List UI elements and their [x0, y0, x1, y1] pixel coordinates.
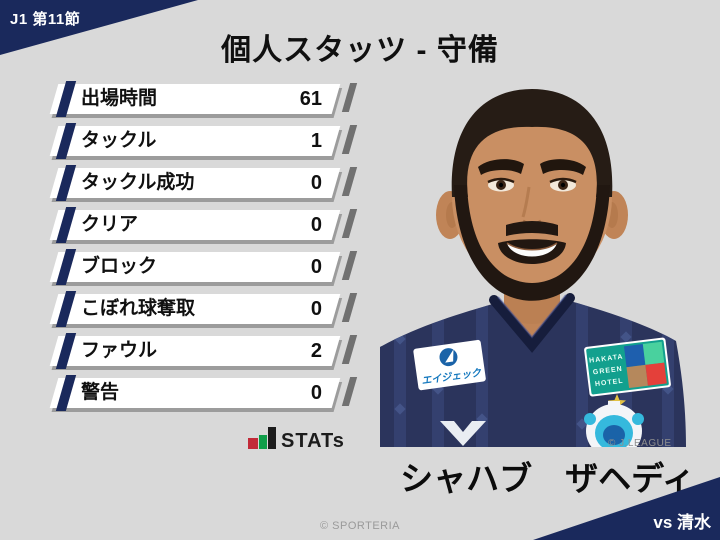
- stat-row-slash-mark: [341, 83, 358, 112]
- stat-value: 0: [310, 298, 322, 320]
- stat-value: 2: [310, 340, 322, 362]
- player-photo: エイジェック HAKATA GREEN HOTEL: [380, 89, 686, 447]
- opponent-label: vs 清水: [653, 513, 711, 532]
- sponsor-patch-right: HAKATA GREEN HOTEL: [584, 337, 671, 397]
- stat-row-loose-ball-recoveries: こぼれ球奪取 0: [49, 291, 358, 327]
- svg-text:HOTEL: HOTEL: [595, 378, 624, 388]
- stat-row-yellow-cards: 警告 0: [49, 375, 358, 411]
- stat-row-blocks: ブロック 0: [49, 249, 358, 285]
- jersey-v-mark: [440, 421, 486, 446]
- stats-logo-text: STATs: [281, 430, 345, 452]
- beard: [454, 185, 610, 301]
- green-bar-icon: [259, 435, 267, 449]
- stat-value: 0: [310, 172, 322, 194]
- stat-row-slash-mark: [341, 167, 358, 196]
- matchday-badge: J1 第11節: [10, 11, 81, 28]
- stat-label: 出場時間: [81, 88, 158, 109]
- stat-label: ファウル: [81, 340, 158, 361]
- eyebrow: [540, 159, 586, 175]
- collar: [489, 293, 575, 353]
- stat-row-slash-mark: [341, 209, 358, 238]
- mustache: [506, 221, 558, 236]
- sponsor-patch-left: エイジェック: [413, 339, 486, 391]
- nose: [521, 186, 531, 218]
- face: [452, 105, 612, 289]
- hair: [451, 89, 613, 197]
- stat-value: 0: [310, 256, 322, 278]
- stat-row-tackles: タックル 1: [49, 123, 358, 159]
- stat-row-slash-mark: [341, 251, 358, 280]
- photo-credit: © J.LEAGUE: [608, 438, 672, 449]
- stat-label: クリア: [81, 214, 139, 235]
- stat-value: 0: [310, 382, 322, 404]
- stat-label: ブロック: [81, 256, 158, 277]
- stat-label: こぼれ球奪取: [81, 298, 196, 319]
- stats-list: 出場時間 61 タックル 1 タックル成功 0 クリア 0 ブロック 0 こぼれ…: [49, 81, 358, 420]
- stat-label: 警告: [81, 382, 120, 403]
- stat-value: 61: [299, 88, 322, 110]
- black-bar-icon: [268, 427, 276, 449]
- stat-row-clearances: クリア 0: [49, 207, 358, 243]
- stat-row-slash-mark: [341, 125, 358, 154]
- site-credit: © SPORTERIA: [319, 520, 401, 532]
- stat-row-slash-mark: [341, 293, 358, 322]
- page-title: 個人スタッツ - 守備: [221, 34, 499, 67]
- eyebrow: [478, 159, 524, 175]
- svg-text:GREEN: GREEN: [593, 366, 624, 377]
- stat-row-slash-mark: [341, 335, 358, 364]
- stat-value: 0: [310, 214, 322, 236]
- stat-label: タックル: [81, 130, 157, 151]
- stats-logo-barchart-icon: [248, 427, 276, 449]
- stat-row-slash-mark: [341, 377, 358, 406]
- player-name: シャハブ ザヘディ: [400, 460, 695, 497]
- club-crest: [584, 401, 644, 447]
- red-bar-icon: [248, 438, 258, 449]
- svg-text:HAKATA: HAKATA: [589, 354, 624, 365]
- stat-row-tackles-won: タックル成功 0: [49, 165, 358, 201]
- stat-row-fouls: ファウル 2: [49, 333, 358, 369]
- stat-label: タックル成功: [81, 172, 195, 193]
- stats-logo: STATs: [248, 427, 345, 452]
- stat-value: 1: [310, 130, 322, 152]
- stat-row-playing-time: 出場時間 61: [49, 81, 358, 117]
